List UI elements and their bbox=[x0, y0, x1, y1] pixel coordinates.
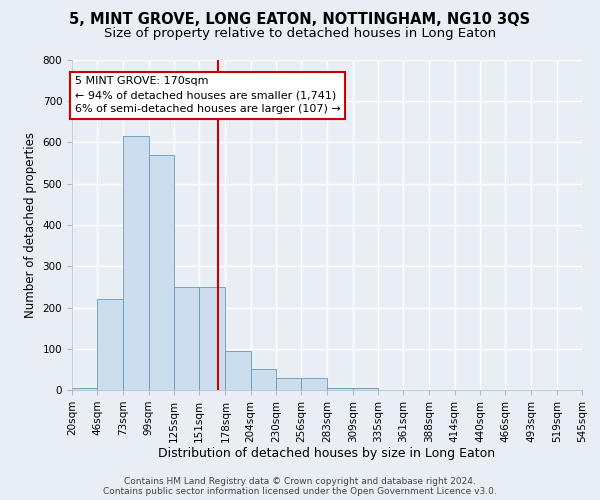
Y-axis label: Number of detached properties: Number of detached properties bbox=[24, 132, 37, 318]
Text: Contains HM Land Registry data © Crown copyright and database right 2024.
Contai: Contains HM Land Registry data © Crown c… bbox=[103, 476, 497, 496]
Bar bbox=[199, 287, 226, 390]
Bar bbox=[124, 136, 149, 390]
Bar bbox=[328, 388, 353, 390]
Text: 5 MINT GROVE: 170sqm
← 94% of detached houses are smaller (1,741)
6% of semi-det: 5 MINT GROVE: 170sqm ← 94% of detached h… bbox=[75, 76, 341, 114]
Bar bbox=[72, 388, 97, 390]
Text: Size of property relative to detached houses in Long Eaton: Size of property relative to detached ho… bbox=[104, 28, 496, 40]
Bar bbox=[251, 370, 276, 390]
Text: 5, MINT GROVE, LONG EATON, NOTTINGHAM, NG10 3QS: 5, MINT GROVE, LONG EATON, NOTTINGHAM, N… bbox=[70, 12, 530, 28]
Bar bbox=[301, 378, 328, 390]
Bar bbox=[276, 378, 301, 390]
Bar bbox=[149, 155, 174, 390]
Bar bbox=[226, 351, 251, 390]
Bar bbox=[97, 299, 124, 390]
X-axis label: Distribution of detached houses by size in Long Eaton: Distribution of detached houses by size … bbox=[158, 448, 496, 460]
Bar bbox=[353, 388, 378, 390]
Bar bbox=[174, 287, 199, 390]
